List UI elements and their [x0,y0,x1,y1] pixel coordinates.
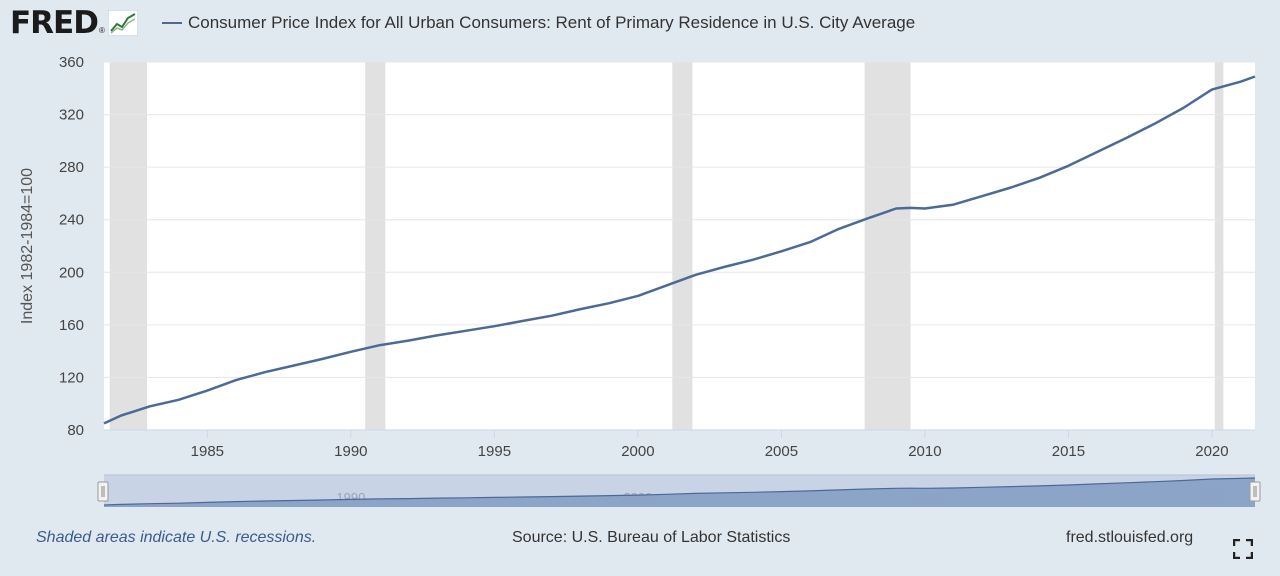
series-line [103,75,1256,425]
recession-band [864,62,911,430]
y-tick-label: 160 [59,317,84,334]
x-tick-label: 1995 [478,443,511,460]
x-tick-label: 2015 [1052,443,1085,460]
y-tick-label: 80 [67,422,84,439]
range-navigator[interactable]: 1990200020102020 [97,474,1261,507]
y-tick-label: 120 [59,369,84,386]
y-tick-label: 320 [59,107,84,124]
navigator-series-area [104,478,1255,507]
y-tick-label: 200 [59,264,84,281]
navigator-left-handle[interactable] [97,481,109,502]
y-tick-label: 280 [59,159,84,176]
y-tick-label: 240 [59,212,84,229]
x-tick-label: 2000 [621,443,654,460]
recession-note: Shaded areas indicate U.S. recessions. [36,529,317,546]
recession-band [672,62,693,430]
navigator-right-handle[interactable] [1249,481,1261,502]
site-link[interactable]: fred.stlouisfed.org [1066,529,1194,546]
source-text: Source: U.S. Bureau of Labor Statistics [512,529,791,546]
chart-title: Consumer Price Index for All Urban Consu… [188,13,916,32]
x-tick-label: 2010 [908,443,941,460]
x-tick-label: 1985 [191,443,224,460]
fullscreen-icon[interactable] [1233,539,1253,559]
x-tick-label: 2005 [765,443,798,460]
legend-swatch [162,22,182,24]
registered-mark: ® [98,26,105,35]
line-graph-icon [107,10,138,36]
x-tick-label: 1990 [334,443,367,460]
line-chart: 80 120 160 200 240 280 320 360 1985 1990 1995 2000… [19,54,1261,507]
navigator-series-line [103,477,1256,506]
recession-band [1214,62,1224,430]
recession-band [109,62,148,430]
chart-legend: Consumer Price Index for All Urban Consu… [162,13,915,33]
fred-logo[interactable]: FRED ® [10,5,138,41]
y-tick-label: 360 [59,54,84,71]
fred-logo-text: FRED [10,5,99,41]
x-tick-label: 2020 [1195,443,1228,460]
recession-band [365,62,386,430]
y-axis-label: Index 1982-1984=100 [19,168,36,324]
